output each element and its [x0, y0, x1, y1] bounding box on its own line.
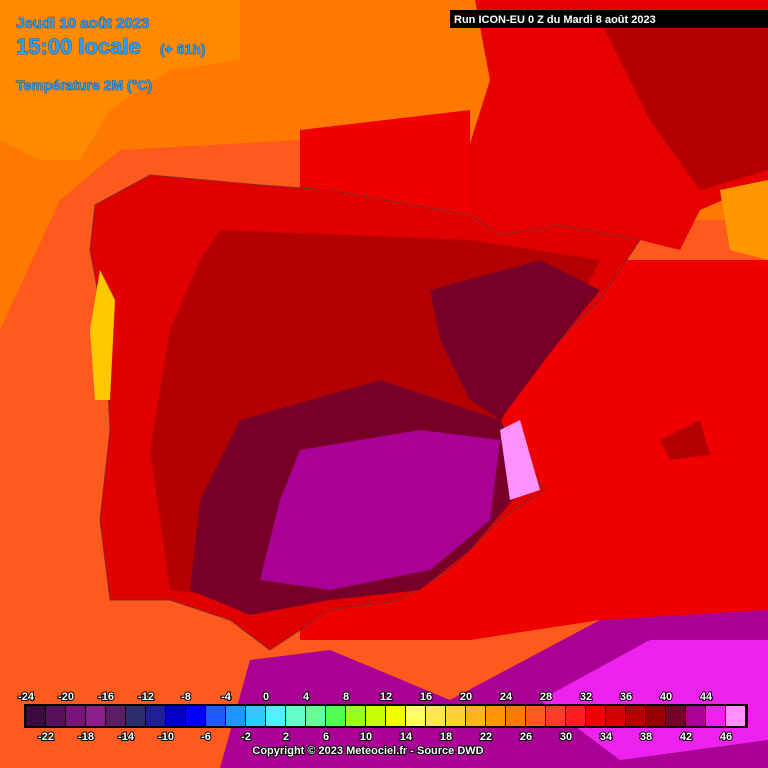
legend-label: 10 — [360, 731, 372, 743]
south-magenta — [260, 430, 500, 590]
date: Jeudi 10 août 2023 — [16, 15, 149, 32]
legend-label: 20 — [460, 691, 472, 703]
legend-swatch — [326, 706, 345, 726]
legend-swatch — [206, 706, 225, 726]
run: Run ICON-EU 0 Z du Mardi 8 août 2023 — [454, 14, 656, 26]
legend-swatch — [546, 706, 565, 726]
legend-swatch — [366, 706, 385, 726]
footer: Copyright © 2023 Meteociel.fr - Source D… — [252, 745, 483, 757]
legend-swatch — [386, 706, 405, 726]
legend-swatch — [146, 706, 165, 726]
legend-label: -24 — [18, 691, 35, 703]
legend-label: 22 — [480, 731, 492, 743]
legend-label: -14 — [118, 731, 135, 743]
france-hot — [600, 10, 768, 190]
legend-swatch — [266, 706, 285, 726]
legend-label: 6 — [323, 731, 329, 743]
legend-swatch — [26, 706, 45, 726]
legend-label: 38 — [640, 731, 652, 743]
legend-label: 16 — [420, 691, 432, 703]
legend-label: 36 — [620, 691, 632, 703]
legend-swatch — [406, 706, 425, 726]
legend-label: 42 — [680, 731, 692, 743]
legend-swatch — [346, 706, 365, 726]
legend-label: 14 — [400, 731, 413, 743]
sea-cool — [0, 0, 240, 160]
legend-label: 2 — [283, 731, 289, 743]
ebro — [430, 260, 600, 420]
legend-swatch — [486, 706, 505, 726]
legend-swatch — [106, 706, 125, 726]
legend-swatch — [426, 706, 445, 726]
legend-swatch — [446, 706, 465, 726]
legend: -24-22-20-18-16-14-12-10-8-6-4-202468101… — [17, 690, 748, 744]
legend-label: -20 — [58, 691, 74, 703]
legend-label: -4 — [221, 691, 232, 703]
africa-hot — [540, 640, 768, 760]
coast-pink — [500, 420, 540, 500]
legend-label: 30 — [560, 731, 572, 743]
offset: (+ 61h) — [160, 41, 206, 57]
legend-label: 40 — [660, 691, 672, 703]
legend-swatch — [126, 706, 145, 726]
legend-label: 26 — [520, 731, 532, 743]
run-box — [450, 10, 768, 28]
legend-label: 34 — [600, 731, 613, 743]
legend-swatch — [466, 706, 485, 726]
legend-swatch — [706, 706, 725, 726]
legend-label: 8 — [343, 691, 349, 703]
legend-label: -18 — [78, 731, 94, 743]
variable: Température 2M (°C) — [16, 77, 152, 93]
legend-label: 18 — [440, 731, 452, 743]
legend-label: 44 — [700, 691, 713, 703]
legend-label: -16 — [98, 691, 114, 703]
legend-swatch — [186, 706, 205, 726]
legend-label: -2 — [241, 731, 251, 743]
legend-swatch — [66, 706, 85, 726]
legend-swatch — [526, 706, 545, 726]
legend-label: 0 — [263, 691, 269, 703]
legend-swatch — [666, 706, 685, 726]
legend-swatch — [566, 706, 585, 726]
legend-label: 4 — [303, 691, 310, 703]
legend-swatch — [166, 706, 185, 726]
time: 15:00 locale — [16, 34, 141, 59]
legend-swatch — [226, 706, 245, 726]
legend-label: -8 — [181, 691, 191, 703]
legend-swatch — [586, 706, 605, 726]
legend-swatch — [86, 706, 105, 726]
legend-label: -22 — [38, 731, 54, 743]
legend-label: -6 — [201, 731, 211, 743]
legend-swatch — [46, 706, 65, 726]
legend-label: 32 — [580, 691, 592, 703]
legend-label: -10 — [158, 731, 174, 743]
legend-swatch — [606, 706, 625, 726]
legend-swatch — [686, 706, 705, 726]
legend-label: 12 — [380, 691, 392, 703]
legend-swatch — [286, 706, 305, 726]
legend-swatch — [646, 706, 665, 726]
alps — [720, 180, 768, 260]
legend-label: -12 — [138, 691, 154, 703]
coast-cool — [90, 270, 115, 400]
legend-label: 46 — [720, 731, 732, 743]
legend-label: 28 — [540, 691, 552, 703]
legend-swatch — [506, 706, 525, 726]
legend-swatch — [626, 706, 645, 726]
legend-swatch — [246, 706, 265, 726]
legend-swatch — [726, 706, 745, 726]
legend-swatch — [306, 706, 325, 726]
legend-label: 24 — [500, 691, 513, 703]
island — [660, 420, 710, 460]
